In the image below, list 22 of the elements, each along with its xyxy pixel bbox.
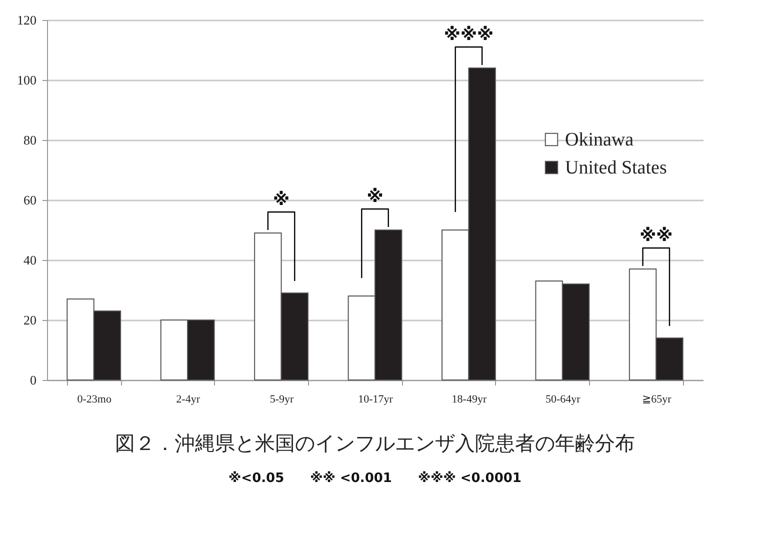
- x-tick-label: 5-9yr: [270, 394, 294, 406]
- y-tick-label: 60: [24, 192, 36, 208]
- y-tick-label: 120: [17, 12, 36, 28]
- y-tick-label: 20: [24, 312, 36, 328]
- text: 図２．沖縄県と米国のインフルエンザ入院患者の年齢分布: [115, 431, 635, 455]
- annotation: ※※: [640, 226, 673, 246]
- legend-label: Okinawa: [565, 130, 634, 150]
- x-tick-label: ≧65yr: [642, 394, 672, 406]
- y-tick-label: 100: [17, 72, 36, 88]
- y-tick-label: 80: [24, 132, 36, 148]
- text: ※<0.05 ※※ <0.001 ※※※ <0.0001: [228, 471, 522, 486]
- x-tick-label: 2-4yr: [176, 394, 200, 406]
- y-tick-label: 40: [24, 252, 36, 268]
- x-tick-label: 10-17yr: [358, 394, 394, 406]
- x-tick-label: 0-23mo: [77, 394, 112, 406]
- x-tick-label: 18-49yr: [452, 394, 487, 406]
- legend-label: United States: [565, 158, 667, 178]
- annotation: ※: [273, 190, 290, 210]
- annotation: ※: [366, 187, 384, 207]
- y-tick-label: 0: [30, 372, 36, 388]
- annotation: ※※※: [444, 25, 494, 45]
- x-tick-label: 50-64yr: [546, 394, 581, 406]
